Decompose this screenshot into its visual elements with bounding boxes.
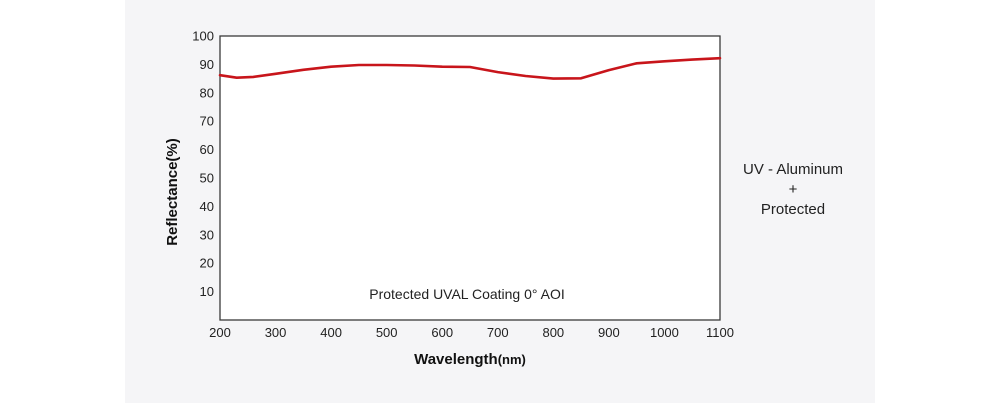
x-axis-label-unit: (nm)	[498, 352, 526, 367]
x-tick-label: 1000	[650, 325, 679, 340]
x-tick-label: 700	[487, 325, 509, 340]
x-tick-label: 600	[431, 325, 453, 340]
y-tick-label: 80	[200, 85, 214, 100]
y-tick-label: 90	[200, 57, 214, 72]
coating-type-line-2: +	[788, 181, 798, 198]
chart-annotation: Protected UVAL Coating 0° AOI	[369, 286, 564, 302]
y-tick-label: 20	[200, 256, 214, 271]
y-axis-ticks: 10 20 30 40 50 60 70 80 90 100	[192, 29, 214, 300]
plot-frame	[219, 35, 721, 321]
plot-border	[219, 35, 721, 321]
coating-type-line-1: UV - Aluminum	[742, 161, 844, 178]
coating-type-line-3: Protected	[760, 201, 826, 218]
series	[218, 56, 722, 80]
y-tick-label: 30	[200, 227, 214, 242]
x-axis-label: Wavelength(nm)	[414, 351, 526, 368]
x-axis-label-text: Wavelength	[414, 351, 498, 368]
y-tick-label: 70	[200, 114, 214, 129]
coating-type-label: UV - Aluminum + Protected	[718, 160, 868, 220]
x-tick-label: 500	[376, 325, 398, 340]
y-tick-label: 10	[200, 284, 214, 299]
y-tick-label: 60	[200, 142, 214, 157]
x-tick-label: 200	[209, 325, 231, 340]
x-tick-label: 1100	[706, 325, 734, 340]
reflectance-series-line	[218, 56, 722, 80]
y-tick-label: 40	[200, 199, 214, 214]
y-tick-label: 100	[192, 29, 214, 44]
x-tick-label: 300	[265, 325, 287, 340]
x-axis-ticks: 200 300 400 500 600 700 800 900 1000 1100	[209, 325, 734, 340]
x-tick-label: 400	[320, 325, 342, 340]
y-tick-label: 50	[200, 171, 214, 186]
plot-background	[220, 36, 720, 320]
x-tick-label: 900	[598, 325, 620, 340]
y-axis-label: Reflectance(%)	[164, 138, 181, 246]
x-tick-label: 800	[542, 325, 564, 340]
